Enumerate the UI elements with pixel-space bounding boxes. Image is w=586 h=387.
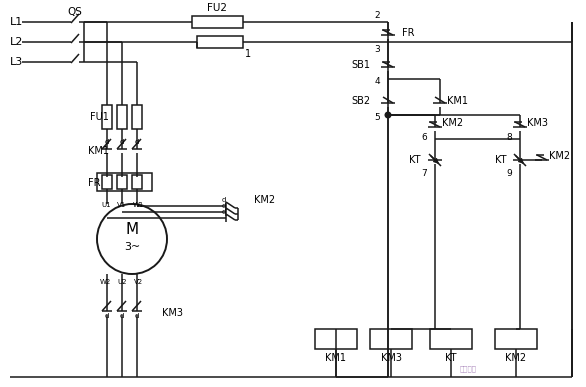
Text: d: d	[222, 209, 226, 215]
Bar	[315, 329, 357, 349]
Text: d: d	[120, 139, 124, 145]
Text: U2: U2	[117, 279, 127, 285]
Text: V1: V1	[117, 202, 127, 208]
Text: L1: L1	[10, 17, 23, 27]
Text: FU2: FU2	[207, 3, 227, 13]
Text: 3: 3	[374, 45, 380, 53]
Text: KM1: KM1	[325, 353, 346, 363]
Text: 电工天下: 电工天下	[459, 366, 476, 372]
Text: KM1: KM1	[88, 146, 109, 156]
Text: KM3: KM3	[527, 118, 548, 128]
Text: 9: 9	[506, 170, 512, 178]
Text: FR: FR	[402, 28, 414, 38]
Bar	[197, 36, 243, 48]
Text: W1: W1	[132, 202, 144, 208]
Text: 5: 5	[374, 113, 380, 122]
Bar	[192, 16, 243, 28]
Text: KM3: KM3	[380, 353, 401, 363]
Text: KM2: KM2	[550, 151, 571, 161]
Text: FU1: FU1	[90, 112, 109, 122]
Text: KM2: KM2	[254, 195, 275, 205]
Text: 2: 2	[374, 12, 380, 21]
Bar	[495, 329, 537, 349]
Text: KM1: KM1	[448, 96, 468, 106]
Text: KT: KT	[445, 353, 456, 363]
Text: U1: U1	[101, 202, 111, 208]
Text: d: d	[222, 197, 226, 203]
Bar	[97, 173, 152, 191]
Text: 6: 6	[421, 132, 427, 142]
Text: 4: 4	[374, 77, 380, 86]
Text: KM3: KM3	[162, 308, 183, 318]
Text: FR: FR	[88, 178, 101, 188]
Text: d: d	[120, 313, 124, 319]
Text: 1: 1	[245, 49, 251, 59]
Text: 3~: 3~	[124, 242, 140, 252]
Text: d: d	[105, 139, 109, 145]
Text: W2: W2	[100, 279, 111, 285]
Text: KM2: KM2	[506, 353, 527, 363]
Text: d: d	[135, 139, 139, 145]
Text: 8: 8	[506, 132, 512, 142]
Text: 7: 7	[421, 170, 427, 178]
Text: V2: V2	[134, 279, 144, 285]
Text: L3: L3	[10, 57, 23, 67]
Text: KM2: KM2	[442, 118, 464, 128]
Bar	[132, 105, 142, 129]
Bar	[370, 329, 412, 349]
Bar	[117, 175, 127, 189]
Text: M: M	[125, 223, 138, 238]
Text: QS: QS	[67, 7, 83, 17]
Text: SB2: SB2	[351, 96, 370, 106]
Bar	[132, 175, 142, 189]
Text: d: d	[222, 203, 226, 209]
Bar	[430, 329, 472, 349]
Text: L2: L2	[10, 37, 23, 47]
Text: d: d	[105, 313, 109, 319]
Text: SB1: SB1	[351, 60, 370, 70]
Bar	[102, 105, 112, 129]
Text: d: d	[135, 313, 139, 319]
Text: KT: KT	[410, 155, 421, 165]
Text: KT: KT	[495, 155, 506, 165]
Bar	[117, 105, 127, 129]
Bar	[102, 175, 112, 189]
Circle shape	[385, 112, 391, 118]
